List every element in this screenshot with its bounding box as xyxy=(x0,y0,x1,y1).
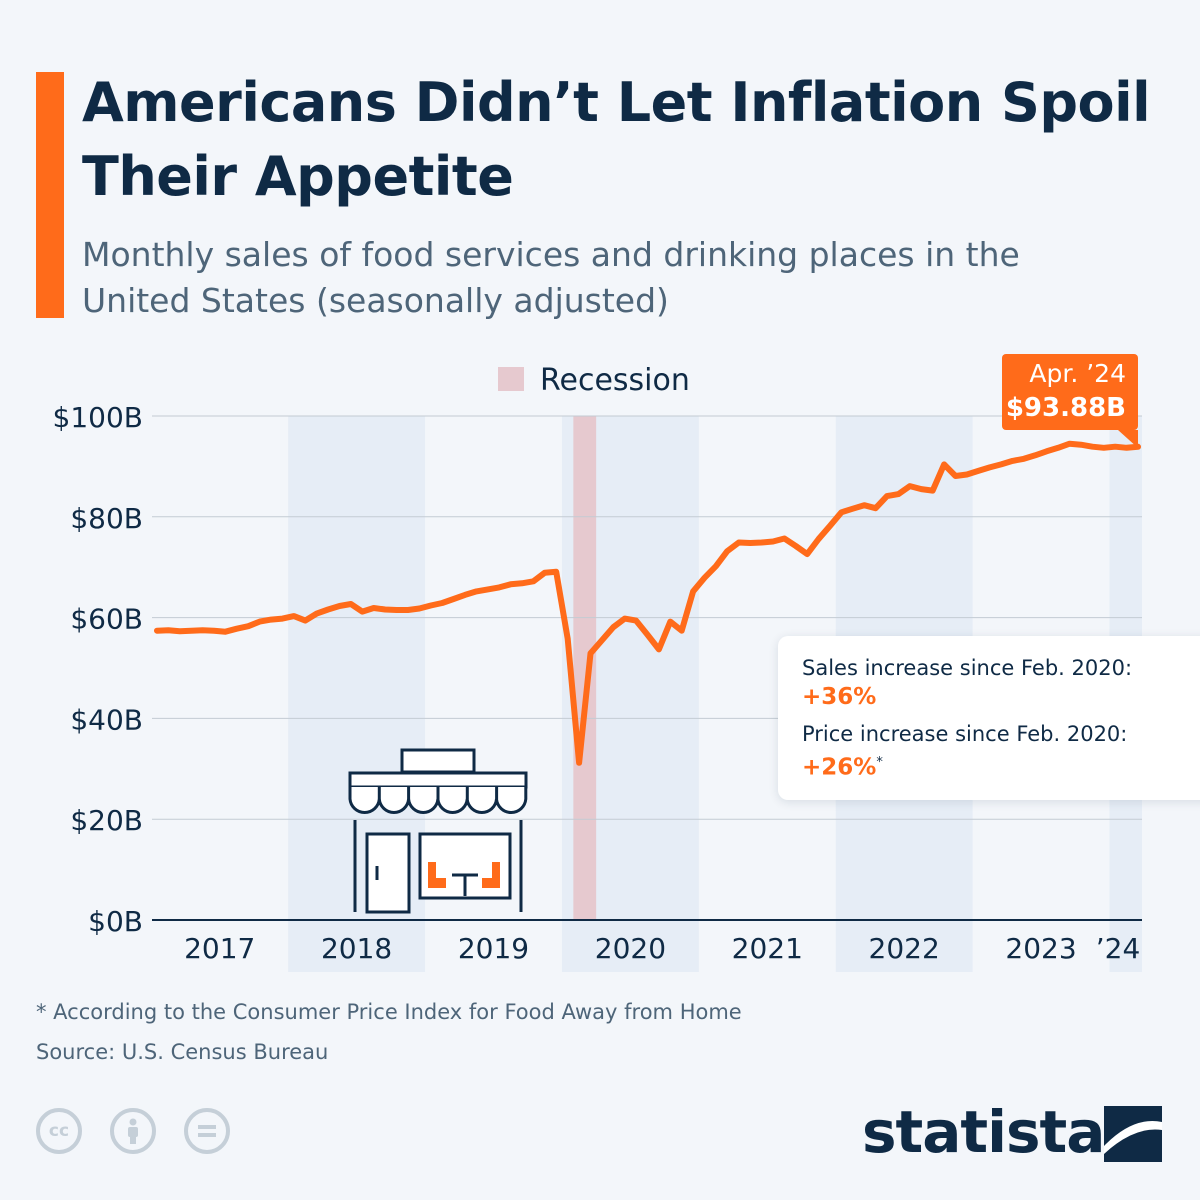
last-value-label: Apr. ’24 $93.88B xyxy=(1002,354,1138,448)
statista-logo-icon[interactable] xyxy=(1104,1106,1162,1162)
stats-callout: Sales increase since Feb. 2020: +36% Pri… xyxy=(778,636,1200,800)
y-tick-label: $40B xyxy=(70,703,143,736)
x-tick-label: 2022 xyxy=(869,932,940,965)
x-tick-label: 2020 xyxy=(595,932,666,965)
x-tick-label: 2023 xyxy=(1005,932,1076,965)
legend: Recession xyxy=(498,363,690,398)
price-footnote-marker: * xyxy=(876,755,883,770)
x-tick-label: ’24 xyxy=(1096,932,1141,965)
x-tick-label: 2019 xyxy=(458,932,529,965)
y-axis-labels: $0B $20B $40B $60B $80B $100B xyxy=(53,401,143,938)
recession-legend-label: Recession xyxy=(540,363,690,398)
sales-increase-label: Sales increase since Feb. 2020: xyxy=(802,656,1133,680)
recession-legend-swatch xyxy=(498,367,524,391)
attribution-icon[interactable] xyxy=(110,1108,156,1154)
statista-wordmark[interactable]: statista xyxy=(862,1098,1105,1166)
sales-line xyxy=(154,440,1141,766)
y-tick-label: $20B xyxy=(70,804,143,837)
title-accent-bar xyxy=(36,72,64,318)
recession-band xyxy=(573,416,597,920)
x-axis-labels: 2017 2018 2019 2020 2021 2022 2023 ’24 xyxy=(184,932,1140,965)
x-tick-label: 2018 xyxy=(321,932,392,965)
x-tick-label: 2021 xyxy=(732,932,803,965)
page-title: Americans Didn’t Let Inflation Spoil The… xyxy=(82,71,1151,208)
sales-increase-value: +36% xyxy=(802,684,877,710)
source-note: Source: U.S. Census Bureau xyxy=(36,1040,329,1064)
storefront-chairs xyxy=(428,862,500,888)
no-derivatives-icon[interactable] xyxy=(184,1108,230,1154)
price-increase-label: Price increase since Feb. 2020: xyxy=(802,722,1128,746)
y-tick-label: $100B xyxy=(53,401,143,434)
cc-icon[interactable]: cc xyxy=(36,1108,82,1154)
price-increase-row: +26%* xyxy=(802,748,1200,783)
line-chart: $0B $20B $40B $60B $80B $100B 2017 2018 2019 202… xyxy=(53,354,1142,972)
x-tick-label: 2017 xyxy=(184,932,255,965)
footnote: * According to the Consumer Price Index … xyxy=(36,1000,742,1024)
page-subtitle: Monthly sales of food services and drink… xyxy=(82,235,1020,320)
y-tick-label: $60B xyxy=(70,603,143,636)
last-value-date: Apr. ’24 xyxy=(1029,359,1126,388)
last-value-amount: $93.88B xyxy=(1006,393,1126,423)
y-tick-label: $80B xyxy=(70,502,143,535)
price-increase-value: +26% xyxy=(802,754,877,781)
y-tick-label: $0B xyxy=(88,905,143,938)
